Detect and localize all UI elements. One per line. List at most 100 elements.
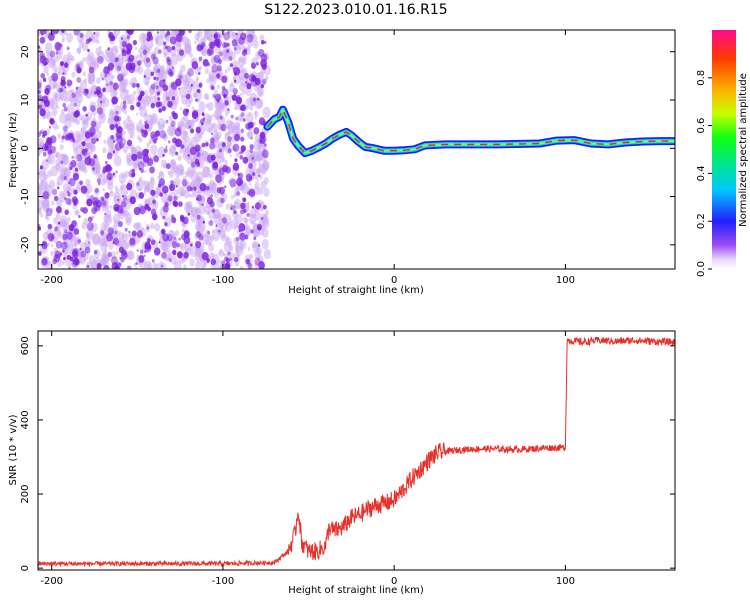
- noise-speckle: [108, 31, 114, 40]
- noise-speckle: [164, 202, 169, 208]
- noise-speckle: [50, 200, 55, 206]
- noise-speckle: [153, 76, 157, 81]
- noise-speckle: [198, 56, 203, 62]
- noise-speckle: [124, 227, 128, 232]
- noise-speckle: [156, 68, 161, 73]
- noise-speckle: [63, 106, 68, 112]
- noise-speckle: [53, 195, 59, 202]
- noise-speckle: [247, 126, 251, 131]
- noise-speckle: [161, 264, 164, 268]
- snr-y-ticks: 0 200 400 600: [20, 336, 675, 571]
- noise-speckle: [261, 149, 269, 158]
- noise-speckle: [190, 161, 196, 168]
- noise-speckle: [221, 88, 229, 97]
- noise-speckle: [144, 123, 150, 130]
- noise-speckle: [254, 202, 261, 210]
- noise-speckle: [195, 240, 202, 249]
- noise-speckle: [150, 83, 156, 90]
- noise-speckle: [71, 196, 78, 204]
- noise-speckle: [90, 194, 94, 200]
- noise-speckle: [176, 126, 182, 133]
- figure-title: S122.2023.010.01.16.R15: [264, 2, 447, 18]
- noise-speckle: [75, 86, 79, 90]
- noise-speckle: [197, 98, 201, 103]
- track-core: [266, 108, 675, 154]
- spectrogram-noise-region: [38, 30, 271, 269]
- noise-speckle: [60, 160, 64, 165]
- noise-speckle: [70, 88, 74, 95]
- noise-speckle: [45, 207, 53, 217]
- noise-speckle: [115, 250, 119, 255]
- noise-speckle: [139, 205, 146, 215]
- noise-speckle: [81, 41, 89, 52]
- noise-speckle: [190, 243, 193, 247]
- noise-speckle: [261, 63, 267, 70]
- noise-speckle: [238, 36, 245, 45]
- noise-speckle: [178, 69, 183, 76]
- noise-speckle: [147, 206, 152, 212]
- noise-speckle: [56, 50, 63, 60]
- noise-speckle: [155, 76, 159, 82]
- noise-speckle: [216, 84, 220, 89]
- noise-speckle: [248, 188, 256, 197]
- noise-speckle: [132, 40, 138, 46]
- noise-speckle: [73, 257, 80, 266]
- noise-speckle: [56, 220, 63, 229]
- noise-speckle: [93, 90, 97, 95]
- noise-speckle: [175, 151, 179, 156]
- noise-speckle: [80, 127, 85, 134]
- noise-speckle: [221, 174, 225, 179]
- noise-speckle: [93, 116, 96, 120]
- noise-speckle: [253, 121, 257, 126]
- noise-speckle: [40, 213, 44, 218]
- noise-speckle: [126, 182, 133, 191]
- noise-speckle: [258, 261, 265, 269]
- noise-speckle: [234, 256, 239, 263]
- noise-speckle: [121, 41, 128, 48]
- noise-speckle: [170, 53, 179, 66]
- noise-speckle: [158, 241, 161, 244]
- noise-speckle: [251, 214, 255, 219]
- noise-speckle: [236, 229, 240, 234]
- noise-speckle: [74, 210, 79, 216]
- noise-speckle: [115, 187, 120, 194]
- noise-speckle: [61, 249, 65, 253]
- noise-speckle: [74, 167, 79, 172]
- noise-speckle: [135, 179, 144, 192]
- noise-speckle: [110, 251, 117, 260]
- noise-speckle: [149, 114, 157, 126]
- noise-speckle: [73, 102, 77, 107]
- noise-speckle: [217, 34, 222, 41]
- noise-speckle: [63, 62, 69, 68]
- noise-speckle: [221, 157, 225, 162]
- noise-speckle: [62, 102, 67, 108]
- noise-speckle: [208, 179, 216, 191]
- noise-speckle: [177, 195, 180, 199]
- noise-speckle: [72, 94, 78, 103]
- noise-speckle: [150, 95, 158, 106]
- noise-speckle: [188, 30, 192, 34]
- noise-speckle: [130, 104, 135, 111]
- spectrogram-y-tick-label: -20: [20, 237, 31, 253]
- noise-speckle: [234, 223, 238, 229]
- noise-speckle: [89, 126, 96, 135]
- noise-speckle: [101, 77, 104, 81]
- noise-speckle: [73, 228, 80, 235]
- noise-speckle: [122, 88, 126, 93]
- noise-speckle: [78, 214, 81, 219]
- noise-speckle: [104, 212, 107, 216]
- colorbar: 0.0 0.2 0.4 0.6 0.8 Normalized spectral ampl…: [696, 30, 749, 277]
- noise-speckle: [66, 79, 73, 87]
- noise-speckle: [85, 229, 94, 241]
- noise-speckle: [126, 35, 131, 40]
- spectrogram-track: [263, 105, 675, 158]
- noise-speckle: [247, 122, 253, 129]
- noise-speckle: [231, 94, 238, 102]
- noise-speckle: [181, 179, 188, 187]
- noise-speckle: [156, 31, 160, 34]
- noise-speckle: [206, 210, 210, 215]
- noise-speckle: [220, 116, 224, 121]
- noise-speckle: [209, 200, 215, 208]
- noise-speckle: [178, 49, 185, 56]
- spectrogram-y-ticks: -20 -10 0 10 20: [20, 45, 675, 253]
